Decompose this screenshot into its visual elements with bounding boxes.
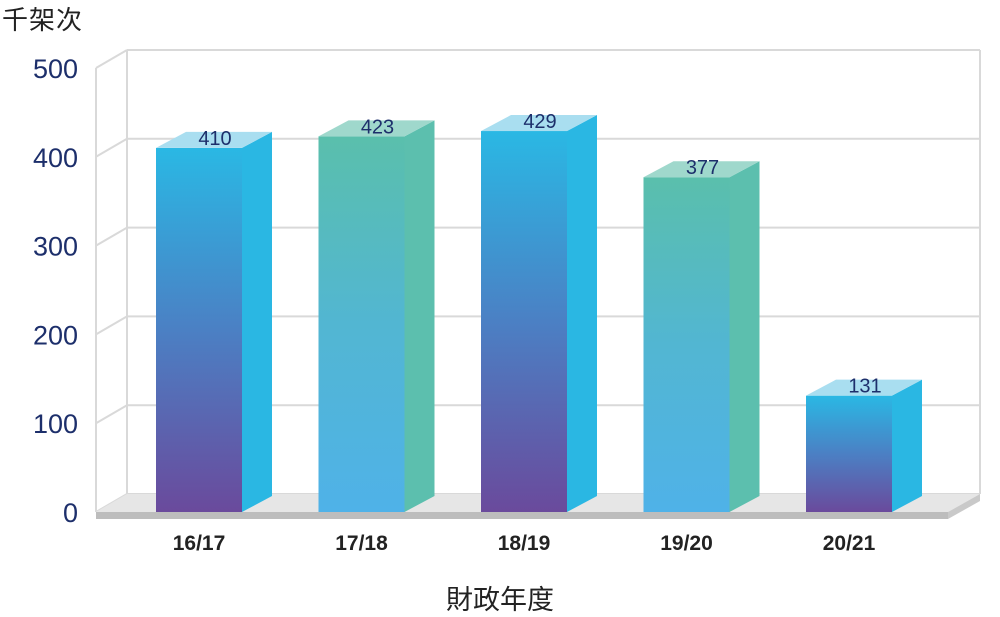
bar-top [318, 120, 435, 137]
y-tick-label: 300 [33, 232, 78, 262]
bar-16/17 [156, 131, 272, 513]
bar-side [729, 161, 760, 512]
bar-side [242, 131, 272, 513]
bar-top [643, 161, 760, 178]
data-label: 131 [848, 376, 881, 398]
side-gridline-100 [95, 404, 128, 425]
bar-front [156, 147, 242, 513]
y-tick-label: 200 [33, 320, 78, 350]
data-label: 410 [198, 128, 231, 150]
bar-18/19 [481, 115, 597, 512]
data-label: 429 [523, 111, 556, 133]
x-tick-label: 17/18 [335, 532, 388, 555]
side-gridline-300 [95, 226, 128, 247]
bar-19/20 [643, 161, 760, 512]
floor-front [96, 512, 948, 519]
x-tick-label: 20/21 [823, 532, 876, 555]
bar-top [481, 115, 597, 132]
data-label: 377 [686, 157, 719, 179]
y-tick-label: 0 [63, 498, 78, 528]
bar-20/21 [806, 379, 922, 512]
bar-side [567, 115, 597, 512]
data-label: 423 [361, 116, 394, 138]
bar-side [892, 379, 922, 512]
x-axis-title: 財政年度 [446, 585, 554, 616]
side-gridline-200 [95, 315, 128, 336]
bar-side [404, 120, 435, 512]
bar-top [806, 379, 922, 396]
bar-front [806, 395, 892, 512]
x-tick-label: 19/20 [660, 532, 713, 555]
side-gridline-500 [95, 49, 128, 69]
bar-front [643, 177, 730, 512]
x-tick-label: 18/19 [498, 532, 551, 555]
floor-side [948, 494, 980, 519]
x-tick-label: 16/17 [173, 532, 226, 555]
y-tick-label: 100 [33, 409, 78, 439]
y-unit-label: 千架次 [2, 6, 84, 36]
bar-front [318, 136, 405, 512]
y-tick-label: 400 [33, 143, 78, 173]
bar-17/18 [318, 120, 435, 512]
side-gridline-400 [95, 137, 128, 158]
bar-front [481, 131, 567, 512]
bar-top [156, 131, 272, 148]
y-tick-label: 500 [33, 54, 78, 84]
